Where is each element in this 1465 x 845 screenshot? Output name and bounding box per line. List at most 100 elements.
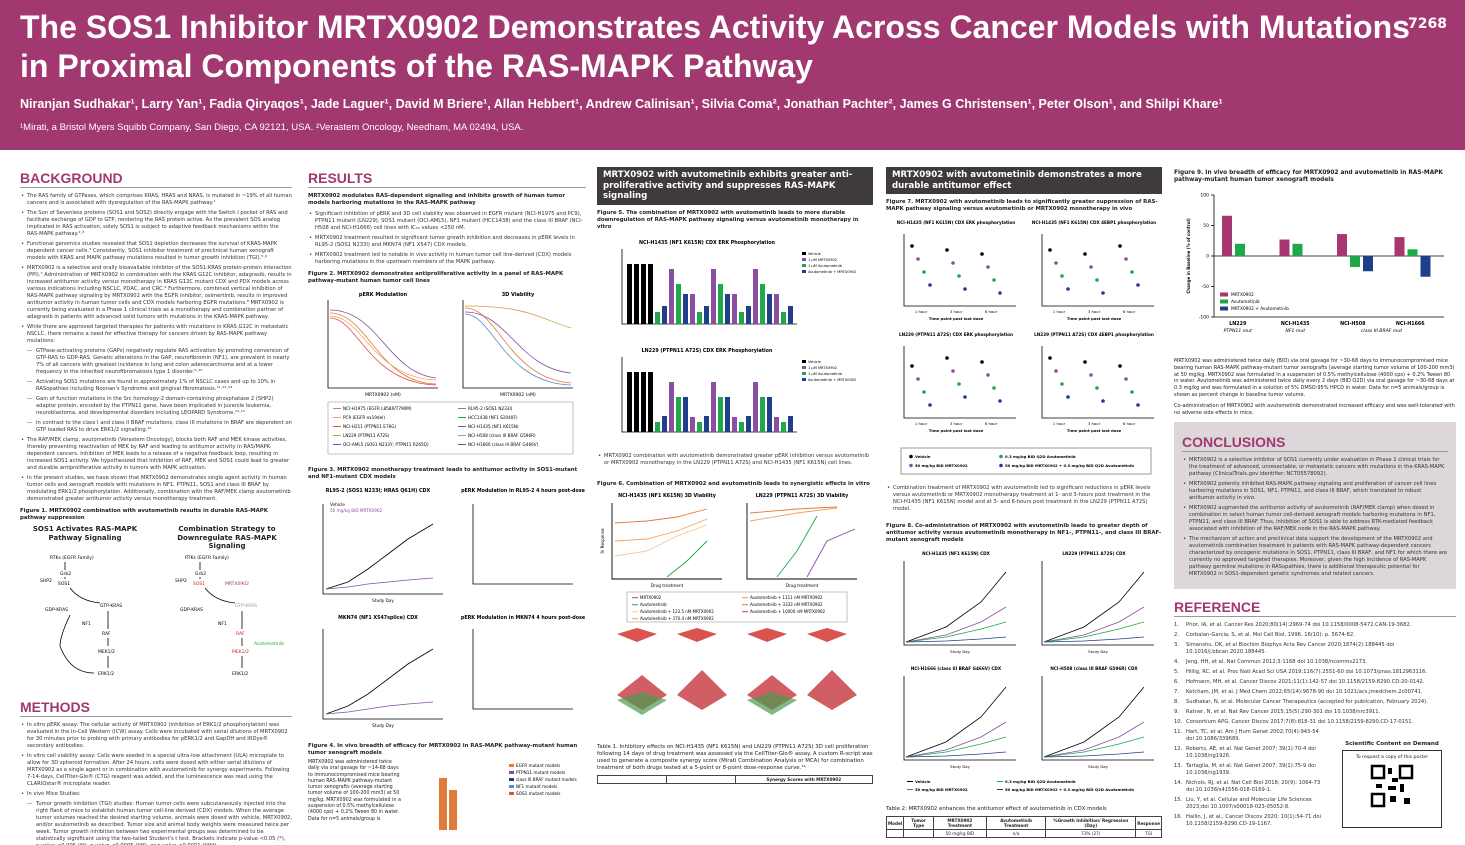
fig6-y-label: % Response <box>600 527 605 553</box>
data-point <box>1095 278 1099 282</box>
legend-entry: Vehicle <box>808 252 822 256</box>
legend-swatch <box>509 771 514 774</box>
legend-entry: NCI-H508 (class III BRAF G596R) <box>468 433 536 438</box>
table-row: 50 mg/kg BID n/a 73% (27) TGI <box>886 829 1162 838</box>
bar <box>669 268 674 324</box>
svg-text:SOS1: SOS1 <box>58 581 70 587</box>
qr-code-icon[interactable] <box>1370 764 1414 809</box>
data-point <box>922 270 926 274</box>
data-point <box>1130 270 1134 274</box>
legend-swatch <box>1220 299 1228 304</box>
bar <box>627 263 632 324</box>
list-item: MRTX0902 treatment resulted in significa… <box>308 235 586 249</box>
legend-swatch <box>802 359 806 363</box>
legend-swatch <box>1220 292 1228 297</box>
x-axis-label: Time point post last dose <box>1067 428 1122 433</box>
legend-entry: EGFR mutant models <box>516 763 560 768</box>
bar <box>732 416 737 432</box>
reference-list: 1. Prior, IA, et al. Cancer Res 2020;80(1… <box>1174 622 1456 828</box>
data-point <box>992 278 996 282</box>
background-list: The RAS family of GTPases, which compris… <box>20 193 292 503</box>
x-tick-label: 3 hour <box>1088 309 1101 314</box>
svg-text:GDP-KRAS: GDP-KRAS <box>45 607 68 613</box>
bar <box>781 311 786 324</box>
data-point <box>963 287 967 291</box>
reference-item: 5. Hillig, RC, et al. Proc Natl Acad Sci … <box>1174 669 1428 676</box>
bar <box>690 293 695 324</box>
results-subheading: MRTX0902 modulates RAS-dependent signali… <box>308 193 565 206</box>
data-point <box>1124 257 1128 261</box>
fig6-panel-title: LN229 (PTPN11 A72S) 3D Viability <box>756 493 849 499</box>
group-label: class III BRAF mut <box>1361 328 1402 334</box>
legend-entry: Avutometinib + 3333 nM MRTX0902 <box>750 602 823 607</box>
fig6-x-label: Drug treatment <box>786 583 819 588</box>
legend-entry: NCI-H1975 (EGFR L858R/T790M) <box>343 406 412 411</box>
fig2-x-label: MRTX0902 (nM) <box>500 392 536 398</box>
bar <box>704 415 709 432</box>
data-point <box>916 257 920 261</box>
list-item: In contrast to the class I and class II … <box>20 420 292 434</box>
reference-item: 1. Prior, IA, et al. Cancer Res 2020;80(1… <box>1174 622 1412 629</box>
qr-title: Scientific Content on Demand <box>1345 741 1439 748</box>
methods-list: In vitro pERK assay: The cellular activi… <box>20 722 292 845</box>
bar <box>648 263 653 324</box>
fig8-panel-title: NCI-H1435 (NF1 K615N) CDX <box>922 551 991 556</box>
list-item: In vitro pERK assay: The cellular activi… <box>20 722 292 750</box>
x-tick-label: LN229 <box>1229 321 1247 327</box>
x-tick-label: 1 hour <box>915 421 928 426</box>
data-point <box>998 291 1002 295</box>
data-point <box>998 399 1002 403</box>
y-tick-label: -50 <box>1202 284 1209 290</box>
figure6-caption: Figure 6. Combination of MRTX0902 and av… <box>597 480 870 487</box>
bar-NCI-H1435-Avutometinib <box>1292 243 1303 256</box>
legend-entry: Vehicle <box>915 779 931 784</box>
x-tick-label: 3 hour <box>950 309 963 314</box>
bar <box>641 371 646 432</box>
bar <box>781 421 786 432</box>
list-item: The Son of Sevenless proteins (SOS1 and … <box>20 210 292 238</box>
legend-entry: Avutometinib + 10000 nM MRTX0902 <box>750 609 826 614</box>
fig1-left-nodes: RTKs (EGFR Family) Grb2 SHP2 SOS1 GDP-KR… <box>40 555 122 677</box>
table-cell <box>903 829 934 838</box>
bar <box>634 371 639 432</box>
fig3-x-label: Study Day <box>372 723 394 728</box>
legend-entry: 1 µM MRTX0902 <box>808 366 837 370</box>
legend-entry: Avutometinib + 370.4 nM MRTX0902 <box>640 616 714 621</box>
figure1-pathway-diagram: RTKs (EGFR Family) Grb2 SHP2 SOS1 GDP-KR… <box>40 555 284 677</box>
qr-box[interactable]: To request a copy of this poster <box>1342 750 1442 829</box>
bar <box>746 305 751 324</box>
svg-text:SHP2: SHP2 <box>175 578 187 584</box>
x-tick-label: 6 hour <box>1123 309 1136 314</box>
svg-text:NF1: NF1 <box>82 621 91 627</box>
figure9-caption: Figure 9. In vivo breadth of efficacy fo… <box>1174 170 1443 183</box>
x-tick-label: 3 hour <box>950 421 963 426</box>
figure1-caption: Figure 1. MRTX0902 combination with avut… <box>20 508 268 521</box>
y-axis-label: Change in Baseline (% of control) <box>1186 218 1191 294</box>
legend-entry: NCI-H211 (PTPN11 E76G) <box>343 424 397 429</box>
methods-heading: METHODS <box>20 699 292 717</box>
legend-entry: Vehicle <box>915 454 931 459</box>
legend-entry: 0.3 mg/kg BID Q2D Avutometinib <box>1005 454 1076 459</box>
svg-text:ERK1/2: ERK1/2 <box>232 671 248 677</box>
bar <box>718 396 723 432</box>
fig3-panel-title: MKN74 (NF1 X547splice) CDX <box>338 615 418 621</box>
figure2-dose-response: pERK Modulation 3D Viability MRTX0902 (n… <box>327 292 574 455</box>
svg-text:RTKs (EGFR Family): RTKs (EGFR Family) <box>185 555 229 561</box>
bar <box>627 371 632 432</box>
data-point <box>980 252 984 256</box>
data-point <box>1089 265 1093 269</box>
legend-entry: Avutometinib + MRTX0902 <box>808 378 856 382</box>
reference-item: 7. Ketcham, JM, et al. J Med Chem 2022;65… <box>1174 689 1423 696</box>
bar <box>760 283 765 324</box>
bar <box>711 268 716 324</box>
legend-swatch <box>802 377 806 381</box>
bar-NCI-H1435-MRTX0902 <box>1279 239 1290 256</box>
group-label: PTPN11 mut <box>1224 328 1252 334</box>
fig2-panel-title: pERK Modulation <box>359 292 408 298</box>
fig3-x-label: Study Day <box>372 598 394 603</box>
affiliations: ¹Mirati, a Bristol Myers Squibb Company,… <box>20 122 524 133</box>
fig2-panel-title: 3D Viability <box>502 292 535 298</box>
table-cell: 50 mg/kg BID <box>932 829 987 838</box>
data-point <box>1083 360 1087 364</box>
bar <box>718 283 723 324</box>
